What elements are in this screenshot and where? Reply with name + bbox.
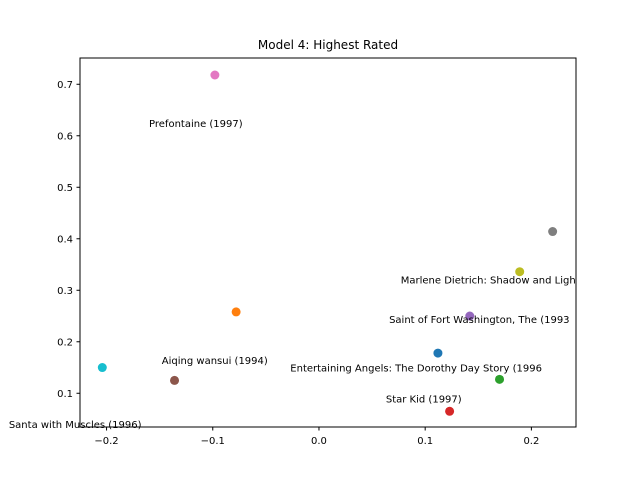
y-tick-label: 0.3 xyxy=(57,286,73,297)
data-point-7 xyxy=(210,70,220,80)
data-point-4 xyxy=(445,406,455,416)
axes: −0.2 −0.1 0.0 0.1 0.2 0.1 0.2 0.3 0.4 0.5 0.6 0.7 xyxy=(57,57,577,447)
annotation-label-7: Santa with Muscles (1996) xyxy=(9,420,142,431)
x-tick-label: −0.1 xyxy=(201,436,225,447)
annotation-label-4: Aiqing wansui (1994) xyxy=(162,356,268,367)
data-point-1 xyxy=(433,348,443,358)
data-point-2 xyxy=(231,307,241,317)
point-annotations: Prefontaine (1997) Marlene Dietrich: Shad… xyxy=(9,119,576,431)
y-tick-label: 0.7 xyxy=(57,80,73,91)
data-point-9 xyxy=(515,267,525,277)
plot-frame xyxy=(79,57,577,428)
chart-title: Model 4: Highest Rated xyxy=(258,38,398,52)
data-point-8 xyxy=(548,227,558,237)
annotation-label-3: Saint of Fort Washington, The (1993 xyxy=(389,315,569,326)
y-tick-label: 0.1 xyxy=(57,389,73,400)
x-tick-label: 0.2 xyxy=(523,436,539,447)
data-point-6 xyxy=(170,375,180,385)
y-tick-label: 0.5 xyxy=(57,183,73,194)
x-tick-label: 0.0 xyxy=(311,436,327,447)
y-tick-label: 0.4 xyxy=(57,234,73,245)
x-tick-label: −0.2 xyxy=(94,436,118,447)
data-point-10 xyxy=(97,363,107,373)
y-tick-label: 0.6 xyxy=(57,131,73,142)
annotation-label-6: Star Kid (1997) xyxy=(386,395,462,406)
annotation-label-5: Entertaining Angels: The Dorothy Day Sto… xyxy=(290,364,542,375)
data-point-3 xyxy=(495,374,505,384)
data-point-5 xyxy=(465,311,475,321)
y-tick-label: 0.2 xyxy=(57,337,73,348)
data-points xyxy=(97,70,558,416)
annotation-label-1: Prefontaine (1997) xyxy=(149,119,243,130)
x-tick-label: 0.1 xyxy=(417,436,433,447)
annotation-label-2: Marlene Dietrich: Shadow and Ligh xyxy=(401,276,576,287)
